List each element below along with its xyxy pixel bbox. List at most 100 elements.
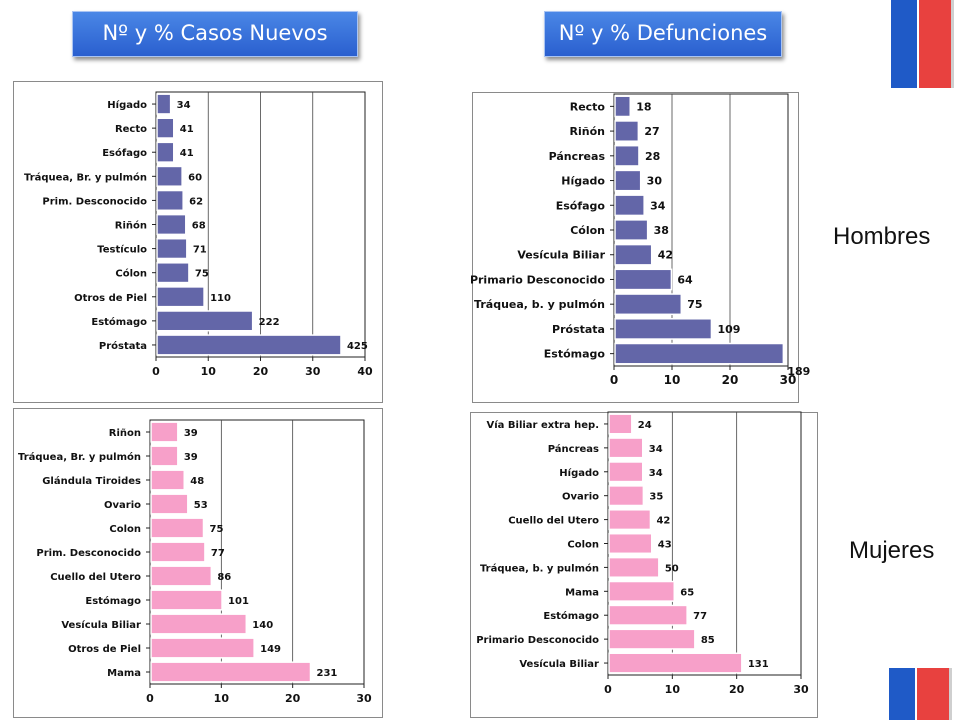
- data-label: 42: [658, 249, 673, 262]
- category-label: Hígado: [561, 175, 605, 188]
- category-label: Próstata: [99, 340, 147, 352]
- category-label: Riñón: [115, 220, 147, 232]
- x-tick-label: 10: [201, 365, 217, 378]
- bar: [156, 141, 175, 163]
- bar: [614, 120, 640, 142]
- data-label: 62: [189, 196, 203, 207]
- data-label: 39: [184, 428, 198, 439]
- category-label: Ovario: [562, 492, 599, 503]
- category-label: Cólon: [570, 224, 605, 237]
- data-label: 28: [645, 150, 660, 163]
- category-label: Tráquea, Br. y pulmón: [18, 451, 141, 463]
- data-label: 222: [259, 317, 280, 328]
- bar: [150, 637, 255, 659]
- category-label: Tráquea, b. y pulmón: [474, 298, 605, 311]
- category-label: Otros de Piel: [68, 644, 141, 655]
- data-label: 41: [180, 124, 194, 135]
- bar: [608, 628, 696, 650]
- x-tick-label: 30: [356, 692, 372, 705]
- header-casos-nuevos: Nº y % Casos Nuevos: [72, 11, 358, 57]
- data-label: 27: [644, 125, 659, 138]
- category-label: Primario Desconocido: [476, 635, 599, 646]
- data-label: 50: [665, 563, 679, 574]
- bar: [614, 342, 785, 365]
- data-label: 68: [192, 221, 206, 232]
- bar: [614, 268, 673, 291]
- chart-casos-mujeres: 0 10 20 30 Riñon 39 Tráquea, Br. y pulmón 39 Glá…: [13, 408, 383, 718]
- data-label: 34: [177, 100, 191, 111]
- flag-bottom-blue-stripe: [889, 668, 915, 720]
- bar: [150, 589, 223, 611]
- category-label: Páncreas: [549, 150, 606, 163]
- bar: [150, 565, 213, 587]
- x-tick-label: 30: [305, 365, 321, 378]
- data-label: 53: [194, 500, 208, 511]
- category-label: Hígado: [107, 99, 147, 111]
- x-tick-label: 20: [253, 365, 269, 378]
- category-label: Esófago: [102, 147, 147, 159]
- chart-defunciones-hombres: 0 10 20 30 Recto 18 Riñón 27 Páncreas 28 Hígado 30 E…: [470, 92, 810, 403]
- x-tick-label: 10: [665, 683, 681, 696]
- category-label: Recto: [115, 124, 147, 135]
- bar: [150, 493, 189, 515]
- category-label: Colon: [567, 540, 599, 551]
- data-label: 149: [260, 644, 281, 655]
- data-label: 75: [195, 269, 209, 280]
- bar: [614, 318, 713, 340]
- category-label: Próstata: [552, 323, 605, 336]
- data-label: 86: [217, 572, 231, 583]
- category-label: Mama: [107, 668, 141, 679]
- bar: [608, 437, 644, 459]
- flag-top-blue-stripe: [891, 0, 917, 88]
- x-tick-label: 0: [152, 365, 160, 378]
- data-label: 75: [687, 298, 702, 311]
- bar: [156, 189, 184, 212]
- bar: [608, 604, 688, 626]
- category-label: Tráquea, Br. y pulmón: [24, 171, 147, 183]
- category-label: Cólon: [115, 268, 147, 280]
- data-label: 34: [649, 468, 663, 479]
- bar: [614, 169, 642, 192]
- category-label: Vesícula Biliar: [519, 658, 599, 670]
- data-label: 34: [650, 199, 666, 212]
- bar: [608, 485, 645, 507]
- category-label: Colon: [109, 524, 141, 535]
- header-defunciones: Nº y % Defunciones: [544, 11, 782, 57]
- category-label: Hígado: [559, 467, 599, 479]
- category-label: Vesícula Biliar: [61, 619, 141, 631]
- category-label: Otros de Piel: [74, 293, 147, 304]
- flag-bottom-red-stripe: [917, 668, 949, 720]
- data-label: 425: [347, 341, 368, 352]
- label-mujeres: Mujeres: [849, 537, 935, 564]
- data-label: 65: [680, 587, 694, 598]
- bar: [150, 517, 205, 539]
- category-label: Riñón: [570, 125, 605, 138]
- bar: [608, 556, 660, 578]
- flag-top-red-stripe: [919, 0, 951, 88]
- bar: [614, 243, 653, 266]
- category-label: Cuello del Utero: [508, 516, 599, 527]
- category-label: Riñon: [109, 428, 141, 439]
- bar: [608, 580, 676, 602]
- x-tick-label: 0: [146, 692, 154, 705]
- data-label: 42: [656, 516, 670, 527]
- bar: [608, 652, 743, 674]
- x-tick-label: 0: [604, 683, 612, 696]
- category-label: Estómago: [91, 316, 147, 328]
- category-label: Vía Biliar extra hep.: [487, 419, 600, 431]
- data-label: 71: [193, 245, 207, 256]
- bar: [608, 413, 633, 435]
- data-label: 189: [787, 365, 810, 378]
- x-tick-label: 20: [722, 373, 739, 387]
- bar: [150, 661, 312, 683]
- data-label: 38: [654, 224, 669, 237]
- category-label: Testículo: [97, 244, 147, 256]
- x-tick-label: 20: [729, 683, 745, 696]
- data-label: 60: [188, 172, 202, 183]
- bar: [150, 445, 179, 467]
- data-label: 24: [638, 420, 652, 431]
- bar: [156, 237, 188, 260]
- bar: [156, 117, 175, 139]
- category-label: Tráquea, b. y pulmón: [480, 562, 599, 574]
- bar: [156, 262, 190, 284]
